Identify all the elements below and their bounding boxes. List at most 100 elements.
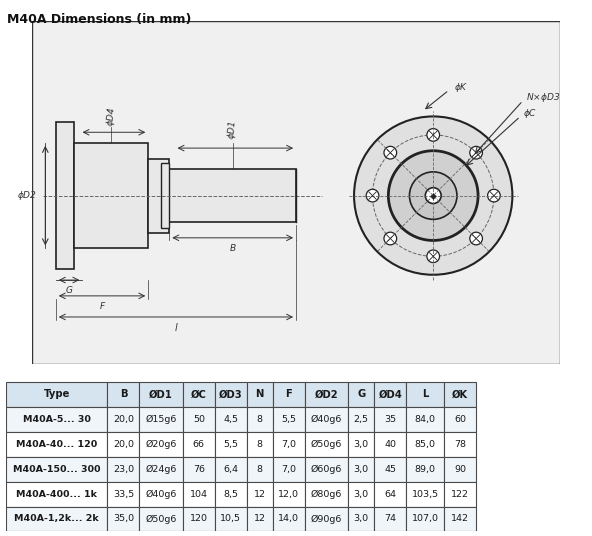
Text: $\phi$C: $\phi$C — [523, 107, 537, 120]
FancyBboxPatch shape — [6, 382, 108, 407]
Text: Ø90g6: Ø90g6 — [311, 515, 342, 524]
FancyBboxPatch shape — [215, 507, 247, 532]
FancyBboxPatch shape — [139, 432, 183, 457]
FancyBboxPatch shape — [406, 407, 444, 432]
FancyBboxPatch shape — [348, 382, 374, 407]
Text: 10,5: 10,5 — [220, 515, 241, 524]
Text: 12,0: 12,0 — [278, 489, 299, 498]
Text: N: N — [256, 389, 264, 399]
Text: 20,0: 20,0 — [113, 440, 134, 449]
FancyBboxPatch shape — [444, 407, 476, 432]
FancyBboxPatch shape — [305, 457, 348, 481]
FancyBboxPatch shape — [6, 407, 108, 432]
FancyBboxPatch shape — [406, 507, 444, 532]
Text: Ø50g6: Ø50g6 — [311, 440, 342, 449]
FancyBboxPatch shape — [374, 432, 406, 457]
FancyBboxPatch shape — [406, 432, 444, 457]
FancyBboxPatch shape — [247, 481, 273, 507]
Text: ØD1: ØD1 — [149, 389, 173, 399]
FancyBboxPatch shape — [6, 481, 108, 507]
FancyBboxPatch shape — [108, 457, 139, 481]
Text: 90: 90 — [454, 465, 466, 474]
Text: 104: 104 — [190, 489, 208, 498]
FancyBboxPatch shape — [374, 407, 406, 432]
Text: Ø40g6: Ø40g6 — [311, 415, 342, 424]
Text: 8: 8 — [257, 465, 263, 474]
Text: N×$\phi$D3: N×$\phi$D3 — [526, 92, 560, 105]
Text: 4,5: 4,5 — [223, 415, 238, 424]
Text: $\phi$D4: $\phi$D4 — [104, 106, 118, 127]
Text: ØD2: ØD2 — [314, 389, 338, 399]
Text: B: B — [230, 244, 236, 253]
FancyBboxPatch shape — [305, 407, 348, 432]
FancyBboxPatch shape — [215, 481, 247, 507]
Text: 8: 8 — [257, 415, 263, 424]
Text: 7,0: 7,0 — [281, 440, 296, 449]
Text: 60: 60 — [454, 415, 466, 424]
Text: 3,0: 3,0 — [353, 440, 369, 449]
Text: 40: 40 — [384, 440, 396, 449]
FancyBboxPatch shape — [139, 481, 183, 507]
FancyBboxPatch shape — [406, 382, 444, 407]
Text: Ø24g6: Ø24g6 — [146, 465, 177, 474]
Text: 76: 76 — [193, 465, 205, 474]
Text: 142: 142 — [451, 515, 469, 524]
Text: G: G — [66, 286, 73, 295]
FancyBboxPatch shape — [183, 481, 215, 507]
FancyBboxPatch shape — [305, 481, 348, 507]
FancyBboxPatch shape — [374, 507, 406, 532]
Text: 12: 12 — [254, 515, 266, 524]
FancyBboxPatch shape — [139, 382, 183, 407]
FancyBboxPatch shape — [444, 481, 476, 507]
Text: $\phi$K: $\phi$K — [454, 81, 469, 94]
Text: ØD3: ØD3 — [219, 389, 243, 399]
Text: M40A-150... 300: M40A-150... 300 — [13, 465, 101, 474]
Circle shape — [354, 116, 513, 275]
Text: $\phi$D2: $\phi$D2 — [17, 189, 37, 202]
Text: 50: 50 — [193, 415, 205, 424]
FancyBboxPatch shape — [6, 432, 108, 457]
Text: 2,5: 2,5 — [354, 415, 369, 424]
FancyBboxPatch shape — [183, 432, 215, 457]
FancyBboxPatch shape — [348, 407, 374, 432]
FancyBboxPatch shape — [247, 407, 273, 432]
FancyBboxPatch shape — [215, 382, 247, 407]
FancyBboxPatch shape — [247, 507, 273, 532]
Text: 120: 120 — [190, 515, 208, 524]
Text: M40A Dimensions (in mm): M40A Dimensions (in mm) — [7, 13, 191, 26]
Text: Type: Type — [43, 389, 70, 399]
Text: 84,0: 84,0 — [414, 415, 436, 424]
Text: M40A-1,2k... 2k: M40A-1,2k... 2k — [14, 515, 99, 524]
Text: 78: 78 — [454, 440, 466, 449]
Text: F: F — [285, 389, 292, 399]
FancyBboxPatch shape — [139, 407, 183, 432]
FancyBboxPatch shape — [305, 382, 348, 407]
Bar — [169, 169, 296, 222]
Text: M40A-5... 30: M40A-5... 30 — [22, 415, 91, 424]
FancyBboxPatch shape — [348, 457, 374, 481]
FancyBboxPatch shape — [247, 457, 273, 481]
FancyBboxPatch shape — [108, 432, 139, 457]
Text: 33,5: 33,5 — [113, 489, 134, 498]
Text: Ø60g6: Ø60g6 — [311, 465, 342, 474]
FancyBboxPatch shape — [215, 407, 247, 432]
Text: 35,0: 35,0 — [113, 515, 134, 524]
Text: M40A-40... 120: M40A-40... 120 — [16, 440, 97, 449]
Text: 89,0: 89,0 — [414, 465, 436, 474]
Circle shape — [488, 189, 500, 202]
FancyBboxPatch shape — [183, 457, 215, 481]
Circle shape — [470, 146, 482, 159]
FancyBboxPatch shape — [444, 457, 476, 481]
FancyBboxPatch shape — [374, 481, 406, 507]
FancyBboxPatch shape — [108, 481, 139, 507]
Text: 103,5: 103,5 — [411, 489, 439, 498]
Circle shape — [366, 189, 379, 202]
Text: Ø50g6: Ø50g6 — [146, 515, 177, 524]
Text: 7,0: 7,0 — [281, 465, 296, 474]
Text: ØC: ØC — [191, 389, 207, 399]
Text: ØD4: ØD4 — [378, 389, 402, 399]
Text: 5,5: 5,5 — [281, 415, 296, 424]
FancyBboxPatch shape — [444, 432, 476, 457]
Text: l: l — [175, 323, 178, 333]
FancyBboxPatch shape — [406, 481, 444, 507]
